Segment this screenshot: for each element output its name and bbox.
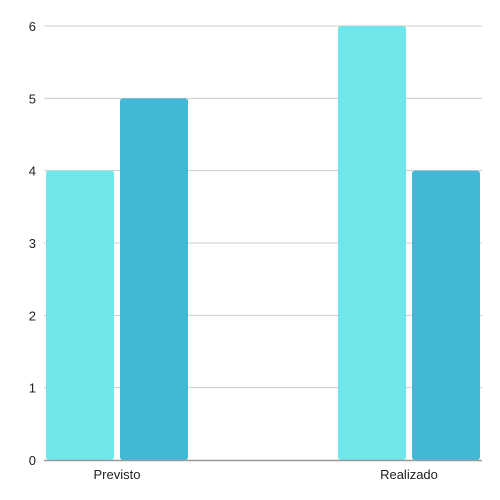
x-category-label: Realizado [380, 467, 438, 482]
y-tick-label: 0 [29, 453, 36, 468]
y-tick-label: 3 [29, 236, 36, 251]
y-tick-label: 5 [29, 91, 36, 106]
x-axis-categories: Previsto Realizado [94, 467, 438, 482]
y-tick-label: 2 [29, 308, 36, 323]
y-axis-ticks: 0 1 2 3 4 5 6 [29, 19, 36, 468]
bar [46, 170, 114, 460]
bars [46, 26, 480, 460]
y-tick-label: 1 [29, 381, 36, 396]
bar [338, 26, 406, 460]
y-tick-label: 4 [29, 164, 36, 179]
y-tick-label: 6 [29, 19, 36, 34]
bar [120, 98, 188, 460]
bar [412, 170, 480, 460]
x-category-label: Previsto [94, 467, 141, 482]
gridlines [44, 25, 482, 389]
